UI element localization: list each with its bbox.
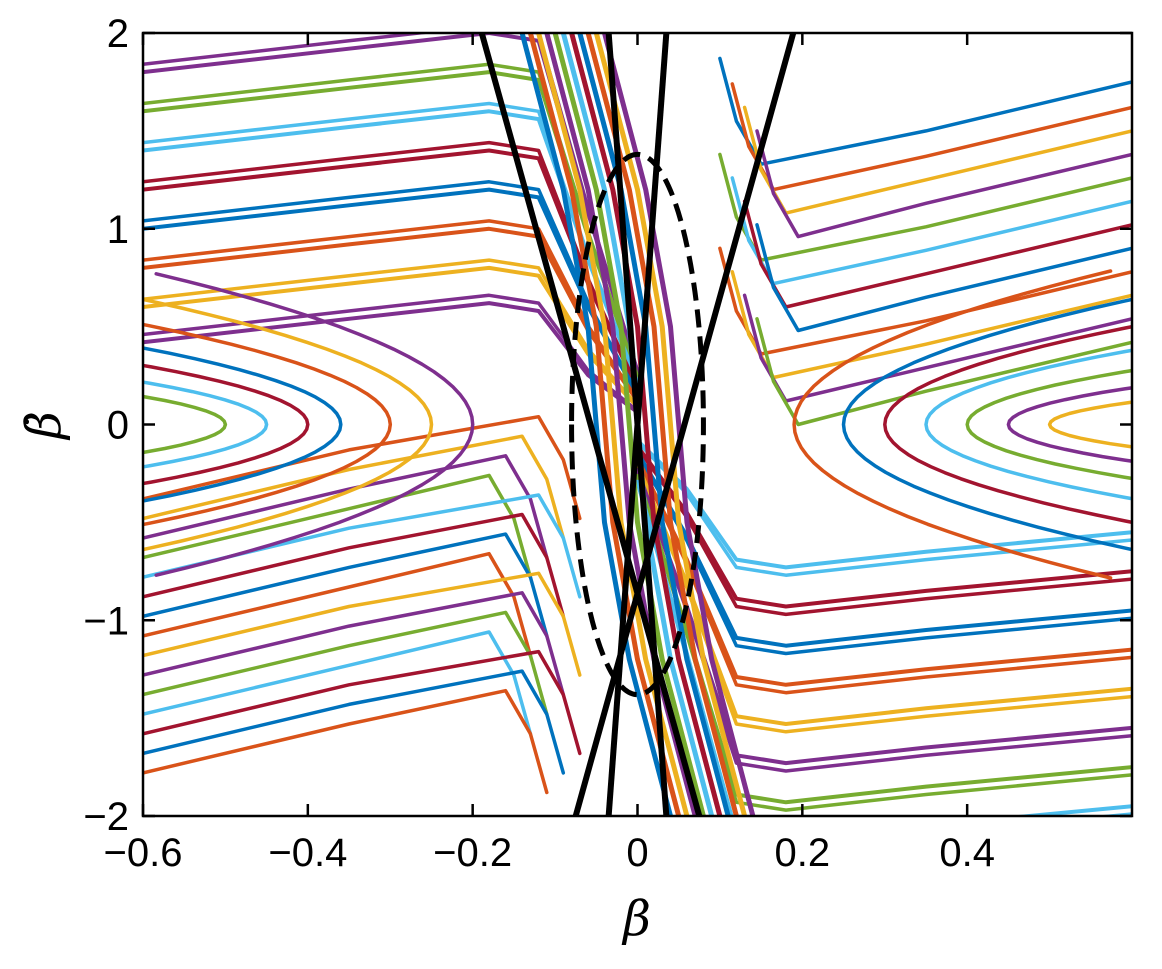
trajectory-line [154,272,475,577]
trajectory-line [143,610,549,716]
trajectory-line [519,33,673,816]
x-tick-label: −0.4 [268,831,347,875]
y-tick-label: 0 [107,404,129,448]
trajectory-line [602,33,756,816]
trajectory-line [143,394,228,455]
trajectory-line [143,551,533,658]
y-axis-label: β̇ [16,411,72,441]
trajectory-line [755,129,1132,239]
trajectory-line [924,348,1132,501]
trajectory-line [552,33,706,816]
x-tick-label: −0.6 [104,831,183,875]
trajectory-line [143,301,640,415]
trajectory-line [143,532,549,638]
trajectory-line [143,293,640,413]
trajectory-line [143,322,393,527]
y-tick-label: 1 [107,208,129,252]
trajectory-line [755,317,1132,427]
trajectory-line [1006,386,1132,463]
trajectory-line [883,324,1132,525]
trajectory-line [143,688,549,795]
y-tick-label: −1 [83,599,129,643]
trajectory-line [965,368,1132,481]
trajectory-line [593,33,748,816]
trajectory-line [841,297,1132,552]
dashed-ellipse [569,151,706,698]
trajectory-line [143,380,269,469]
x-tick-label: 0 [626,831,648,875]
trajectory-line [143,571,582,677]
x-axis-label: β [621,891,651,947]
trajectory-line [569,33,723,816]
trajectory-line [143,630,533,736]
trajectory-line [143,473,533,579]
y-tick-label: −2 [83,795,129,839]
trajectory-line [143,591,566,697]
trajectory-line [143,346,343,503]
trajectory-line [143,493,582,599]
x-tick-label: 0.2 [775,831,831,875]
trajectory-line [143,649,582,756]
trajectory-line [635,457,1132,695]
trajectory-line [143,512,566,619]
trajectory-line [635,469,1132,773]
trajectory-line [143,297,434,552]
trajectory-line [143,434,566,540]
trajectory-line [143,454,549,560]
trajectory-line [143,363,310,486]
trajectory-line [635,438,1132,570]
x-tick-label: −0.2 [433,831,512,875]
tick-group: −0.6 −0.4 −0.2 0 0.2 0.4 −2 −1 0 1 2 [83,12,1132,875]
trajectory-group [143,33,1132,816]
y-tick-label: 2 [107,12,129,56]
trajectory-line [635,440,1132,577]
trajectory-line [755,223,1132,333]
trajectory-line [1047,400,1132,449]
trajectory-line [792,269,1113,580]
boundary-line [478,33,703,816]
x-tick-label: 0.4 [939,831,995,875]
trajectory-line [143,265,640,409]
trajectory-line [143,258,640,408]
boundary-line [572,33,797,816]
trajectory-line [585,33,739,816]
trajectory-line [577,33,731,816]
trajectory-line [635,481,1132,816]
trajectory-line [527,33,682,816]
trajectory-line [143,669,566,775]
trajectory-line [143,62,640,379]
